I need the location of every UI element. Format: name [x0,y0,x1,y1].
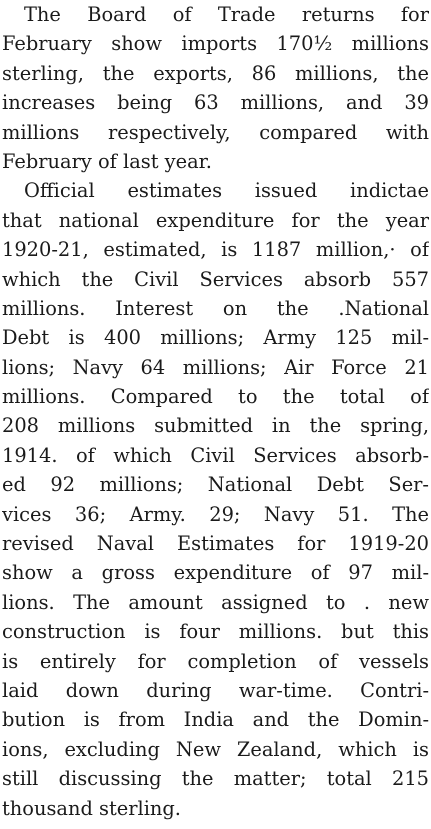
text-line: revised Naval Estimates for 1919-20 [2,532,429,556]
text-line: increases being 63 millions, and 39 [2,91,429,115]
text-line: bution is from India and the Domin- [2,708,429,732]
text-line: ions, excluding New Zealand, which is [2,737,429,761]
text-line: sterling, the exports, 86 millions, the [2,61,429,85]
text-line: is entirely for completion of vessels [2,649,429,673]
text-line: vices 36; Army. 29; Navy 51. The [2,502,429,526]
text-line: 208 millions submitted in the spring, [2,414,429,438]
text-line: Official estimates issued indictae [24,179,429,203]
text-line: lions; Navy 64 millions; Air Force 21 [2,355,429,379]
paragraph-official-estimates: Official estimates issued indictae that … [2,176,429,823]
text-line: that national expenditure for the year [2,208,429,232]
text-line: 1914. of which Civil Services absorb- [2,443,429,467]
text-line: February show imports 170½ millions [2,32,429,56]
text-line: 1920-21, estimated, is 1187 million,· of [2,238,429,262]
text-line: still discussing the matter; total 215 [2,767,429,791]
text-line: which the Civil Services absorb 557 [2,267,429,291]
text-line: The Board of Trade returns for [24,3,429,26]
text-line: millions. Interest on the .National [2,296,429,320]
paragraph-board-of-trade: The Board of Trade returns for February … [2,0,429,176]
text-line: thousand sterling. [2,796,181,820]
text-line: millions. Compared to the total of [2,385,429,409]
text-line: February of last year. [2,149,212,173]
text-line: millions respectively, compared with [2,120,429,144]
text-line: ed 92 millions; National Debt Ser- [2,473,429,497]
text-line: laid down during war-time. Contri- [2,678,429,702]
text-line: show a gross expenditure of 97 mil- [2,561,429,585]
text-line: Debt is 400 millions; Army 125 mil- [2,326,429,350]
text-line: lions. The amount assigned to . new [2,590,429,614]
text-line: construction is four millions. but this [2,620,429,644]
